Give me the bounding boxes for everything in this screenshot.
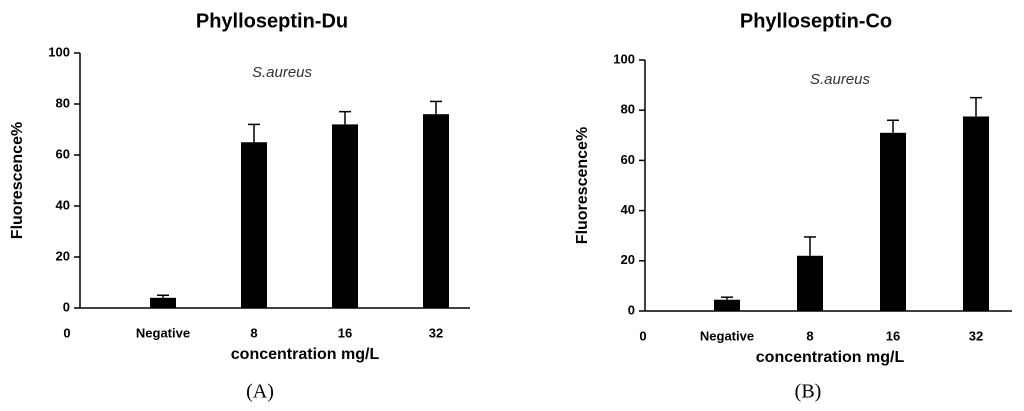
y-axis-label: Fluorescence% [574,127,591,244]
y-tick-label: 20 [621,252,635,267]
x-axis-label: concentration mg/L [231,346,380,363]
x-tick-label: 8 [250,325,257,340]
x-tick-label: 32 [969,328,983,343]
bar [241,142,267,308]
panel-label: (B) [795,381,822,403]
x-tick-label: 32 [429,325,443,340]
bar [797,255,823,311]
x-tick-label: Negative [136,325,190,340]
annotation: S.aureus [252,64,313,81]
y-tick-label: 100 [613,51,635,66]
y-tick-label: 20 [56,248,70,263]
y-tick-label: 40 [621,202,635,217]
y-tick-label: 0 [63,299,70,314]
bar [714,299,740,311]
y-tick-label: 60 [56,146,70,161]
y-tick-label: 40 [56,197,70,212]
chart-title: Phylloseptin-Du [196,10,348,32]
bar [332,124,358,309]
y-axis-label: Fluorescence% [9,122,26,239]
y-tick-label: 0 [628,302,635,317]
chart-title: Phylloseptin-Co [740,10,892,32]
x-origin-label: 0 [639,328,646,343]
y-tick-label: 80 [621,102,635,117]
bar [423,114,449,308]
x-tick-label: 16 [338,325,352,340]
x-axis-label: concentration mg/L [756,349,905,366]
panel-label: (A) [246,381,274,403]
annotation: S.aureus [810,71,871,88]
x-origin-label: 0 [63,325,70,340]
bar [963,116,989,311]
x-tick-label: 8 [806,328,813,343]
bar [150,297,176,308]
x-tick-label: Negative [700,328,754,343]
y-tick-label: 60 [621,152,635,167]
bar [880,132,906,311]
y-tick-label: 100 [48,44,70,59]
x-tick-label: 16 [886,328,900,343]
y-tick-label: 80 [56,95,70,110]
